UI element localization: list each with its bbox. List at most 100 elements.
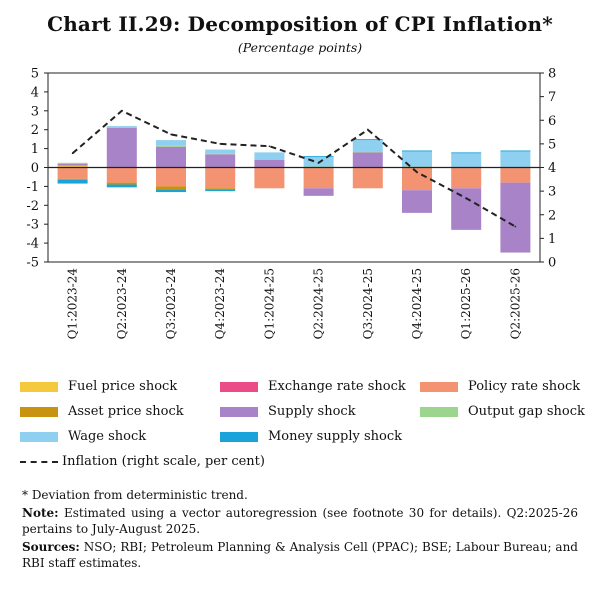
bar-segment-supply xyxy=(303,188,334,196)
bar-segment-wage xyxy=(106,125,137,127)
inflation-point xyxy=(317,161,320,164)
legend-item-wage: Wage shock xyxy=(20,429,220,444)
inflation-point xyxy=(219,143,221,145)
x-tick-label: Q4:2024-25 xyxy=(410,268,424,339)
legend-swatch-exchange xyxy=(220,381,258,392)
inflation-point xyxy=(514,225,517,228)
legend-swatch-wage xyxy=(20,431,58,442)
bar-segment-policy xyxy=(106,167,137,183)
inflation-point xyxy=(416,171,418,174)
bar-segment-supply xyxy=(451,188,482,230)
legend-label-wage: Wage shock xyxy=(68,429,147,444)
y-tick-label-left: 4 xyxy=(31,85,39,100)
legend-label-fuel: Fuel price shock xyxy=(68,379,178,394)
legend-item-asset: Asset price shock xyxy=(20,404,220,419)
bar-segment-output xyxy=(205,153,236,155)
note: Note: Estimated using a vector autoregre… xyxy=(22,505,578,537)
y-tick-label-right: 3 xyxy=(548,185,556,200)
bar-segment-money xyxy=(205,189,236,192)
y-tick-label-left: 1 xyxy=(31,142,39,157)
note-text: Estimated using a vector autoregression … xyxy=(22,506,578,536)
inflation-point xyxy=(465,197,468,200)
legend-item-exchange: Exchange rate shock xyxy=(220,379,420,394)
bar-segment-asset xyxy=(205,188,236,190)
inflation-point xyxy=(121,110,123,112)
legend-item-output: Output gap shock xyxy=(420,404,590,419)
inflation-point xyxy=(367,128,369,131)
inflation-line xyxy=(71,109,516,228)
bar-segment-money xyxy=(500,150,531,152)
legend-item-fuel: Fuel price shock xyxy=(20,379,220,394)
bar-segment-money xyxy=(57,179,88,184)
legend-label-policy: Policy rate shock xyxy=(468,379,581,394)
legend-label-asset: Asset price shock xyxy=(68,404,184,419)
y-tick-label-left: 0 xyxy=(31,161,39,176)
legend-item-supply: Supply shock xyxy=(220,404,420,419)
y-tick-label-right: 4 xyxy=(548,161,556,176)
y-tick-label-right: 0 xyxy=(548,256,556,271)
bar-segment-output xyxy=(106,126,137,128)
chart-subtitle: (Percentage points) xyxy=(237,40,363,55)
legend-label-inflation: Inflation (right scale, per cent) xyxy=(62,454,265,469)
inflation-point xyxy=(268,145,271,148)
legend-swatch-policy xyxy=(420,381,458,392)
x-tick-label: Q2:2024-25 xyxy=(312,268,326,339)
bar-segment-wage xyxy=(451,153,482,168)
bar-segment-money xyxy=(303,156,334,158)
y-tick-label-left: -1 xyxy=(26,180,39,195)
y-tick-label-left: -3 xyxy=(26,218,39,233)
bar-segment-output xyxy=(254,158,285,160)
legend-swatch-inflation xyxy=(20,457,58,467)
bar-segment-policy xyxy=(205,167,236,189)
bar-segment-supply xyxy=(402,190,432,213)
bar-segment-supply xyxy=(500,182,531,253)
x-tick-label: Q1:2023-24 xyxy=(66,268,80,340)
y-tick-label-right: 7 xyxy=(548,90,556,105)
bar-segment-policy xyxy=(254,167,285,189)
bar-segment-money xyxy=(106,184,137,188)
y-tick-label-right: 6 xyxy=(548,114,556,129)
bar-segment-fuel xyxy=(57,165,88,168)
footnote: * Deviation from deterministic trend. xyxy=(22,488,248,502)
legend-item-money: Money supply shock xyxy=(220,429,420,444)
bar-segment-money xyxy=(402,150,432,152)
bar-segment-wage xyxy=(156,140,186,146)
bar-segment-policy xyxy=(402,167,432,191)
bar-segment-supply xyxy=(106,127,137,168)
sources-text: NSO; RBI; Petroleum Planning & Analysis … xyxy=(22,540,578,570)
bar-segment-policy xyxy=(352,167,383,189)
y-tick-label-left: 2 xyxy=(31,123,39,138)
bar-segment-policy xyxy=(57,167,88,179)
chart-title: Chart II.29: Decomposition of CPI Inflat… xyxy=(47,12,553,36)
bar-segment-output xyxy=(352,151,383,153)
legend-swatch-asset xyxy=(20,406,58,417)
bar-segment-asset xyxy=(106,182,137,185)
x-tick-label: Q1:2025-26 xyxy=(459,268,473,339)
bar-segment-supply xyxy=(352,152,383,168)
legend-label-exchange: Exchange rate shock xyxy=(268,379,406,394)
bar-segment-asset xyxy=(57,178,88,180)
bar-segment-asset xyxy=(156,186,186,190)
legend: Fuel price shock Exchange rate shock Pol… xyxy=(20,374,590,474)
bar-segment-policy xyxy=(156,167,186,187)
bar-segment-output xyxy=(57,162,88,164)
y-tick-label-left: 3 xyxy=(31,104,39,119)
bar-segment-wage xyxy=(205,149,236,154)
bar-segment-policy xyxy=(303,167,334,189)
inflation-point xyxy=(71,152,74,155)
x-tick-label: Q2:2023-24 xyxy=(115,268,129,340)
legend-label-output: Output gap shock xyxy=(468,404,585,419)
legend-swatch-money xyxy=(220,431,258,442)
x-tick-label: Q4:2023-24 xyxy=(213,268,227,340)
bar-segment-wage xyxy=(402,151,432,167)
chart-notes: * Deviation from deterministic trend. No… xyxy=(22,487,578,573)
sources-label: Sources: xyxy=(22,540,80,554)
y-tick-label-right: 2 xyxy=(548,208,556,223)
inflation-point xyxy=(170,133,172,136)
bar-segment-supply xyxy=(57,163,88,166)
bar-segment-supply xyxy=(254,159,285,168)
x-tick-label: Q1:2024-25 xyxy=(262,268,276,339)
bar-segment-output xyxy=(156,145,186,147)
sources: Sources: NSO; RBI; Petroleum Planning & … xyxy=(22,539,578,571)
bar-segment-money xyxy=(352,139,383,141)
